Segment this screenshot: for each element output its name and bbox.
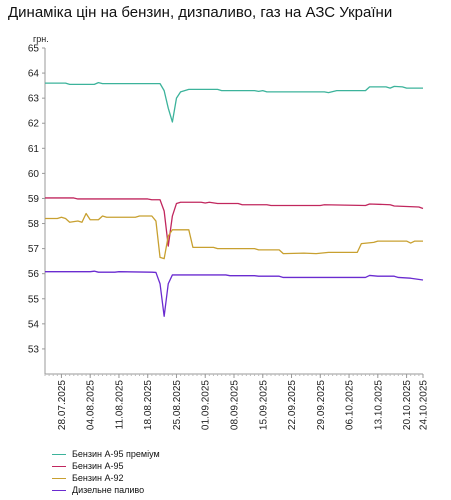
y-tick-label: 61 <box>28 144 40 155</box>
legend-swatch <box>52 465 66 467</box>
legend-label: Бензин А-95 <box>72 461 124 471</box>
y-tick-label: 58 <box>28 219 40 230</box>
y-tick-label: 56 <box>28 269 40 280</box>
y-axis-unit-label: грн. <box>33 34 49 44</box>
x-tick-label: 15.09.2025 <box>258 380 269 430</box>
legend: Бензин А-95 преміум Бензин А-95 Бензин А-9… <box>52 448 160 496</box>
legend-swatch <box>52 477 66 479</box>
x-tick-label: 13.10.2025 <box>373 380 384 430</box>
series-line-3 <box>45 270 424 317</box>
y-tick-label: 57 <box>28 244 40 255</box>
x-tick-label: 08.09.2025 <box>230 380 241 430</box>
legend-item[interactable]: Бензин А-92 <box>52 472 160 484</box>
series-lines <box>45 81 424 317</box>
legend-item[interactable]: Дизельне паливо <box>52 484 160 496</box>
legend-swatch <box>52 453 66 455</box>
x-tick-label: 01.09.2025 <box>201 380 212 430</box>
x-tick-label: 25.08.2025 <box>172 380 183 430</box>
series-line-2 <box>45 212 423 260</box>
y-axis: 53 54 55 56 57 58 59 60 61 62 63 64 65 <box>28 44 45 355</box>
y-tick-label: 54 <box>28 319 40 330</box>
chart-title: Динаміка цін на бензин, дизпаливо, газ н… <box>8 4 393 21</box>
series-line-1 <box>45 197 424 247</box>
y-tick-label: 59 <box>28 194 40 205</box>
y-tick-label: 63 <box>28 94 40 105</box>
x-tick-label: 29.09.2025 <box>316 380 327 430</box>
x-tick-label: 04.08.2025 <box>86 380 97 430</box>
series-line-0 <box>45 81 423 123</box>
legend-swatch <box>52 489 66 491</box>
y-tick-label: 64 <box>28 69 40 80</box>
y-tick-label: 62 <box>28 119 40 130</box>
x-axis: 28.07.2025 04.08.2025 11.08.2025 18.08.2025… <box>44 374 430 430</box>
x-tick-label: 20.10.2025 <box>402 380 413 430</box>
y-tick-label: 53 <box>28 344 40 355</box>
x-tick-label: 06.10.2025 <box>345 380 356 430</box>
y-tick-label: 55 <box>28 294 40 305</box>
x-tick-label: 18.08.2025 <box>143 380 154 430</box>
y-tick-label: 65 <box>28 44 40 55</box>
y-tick-label: 60 <box>28 169 40 180</box>
legend-label: Бензин А-95 преміум <box>72 449 160 459</box>
x-tick-label: 22.09.2025 <box>287 380 298 430</box>
x-tick-label: 24.10.2025 <box>419 380 430 430</box>
legend-item[interactable]: Бензин А-95 преміум <box>52 448 160 460</box>
legend-label: Дизельне паливо <box>72 485 145 495</box>
x-tick-label: 11.08.2025 <box>114 380 125 430</box>
x-tick-label: 28.07.2025 <box>57 380 68 430</box>
legend-label: Бензин А-92 <box>72 473 124 483</box>
legend-item[interactable]: Бензин А-95 <box>52 460 160 472</box>
